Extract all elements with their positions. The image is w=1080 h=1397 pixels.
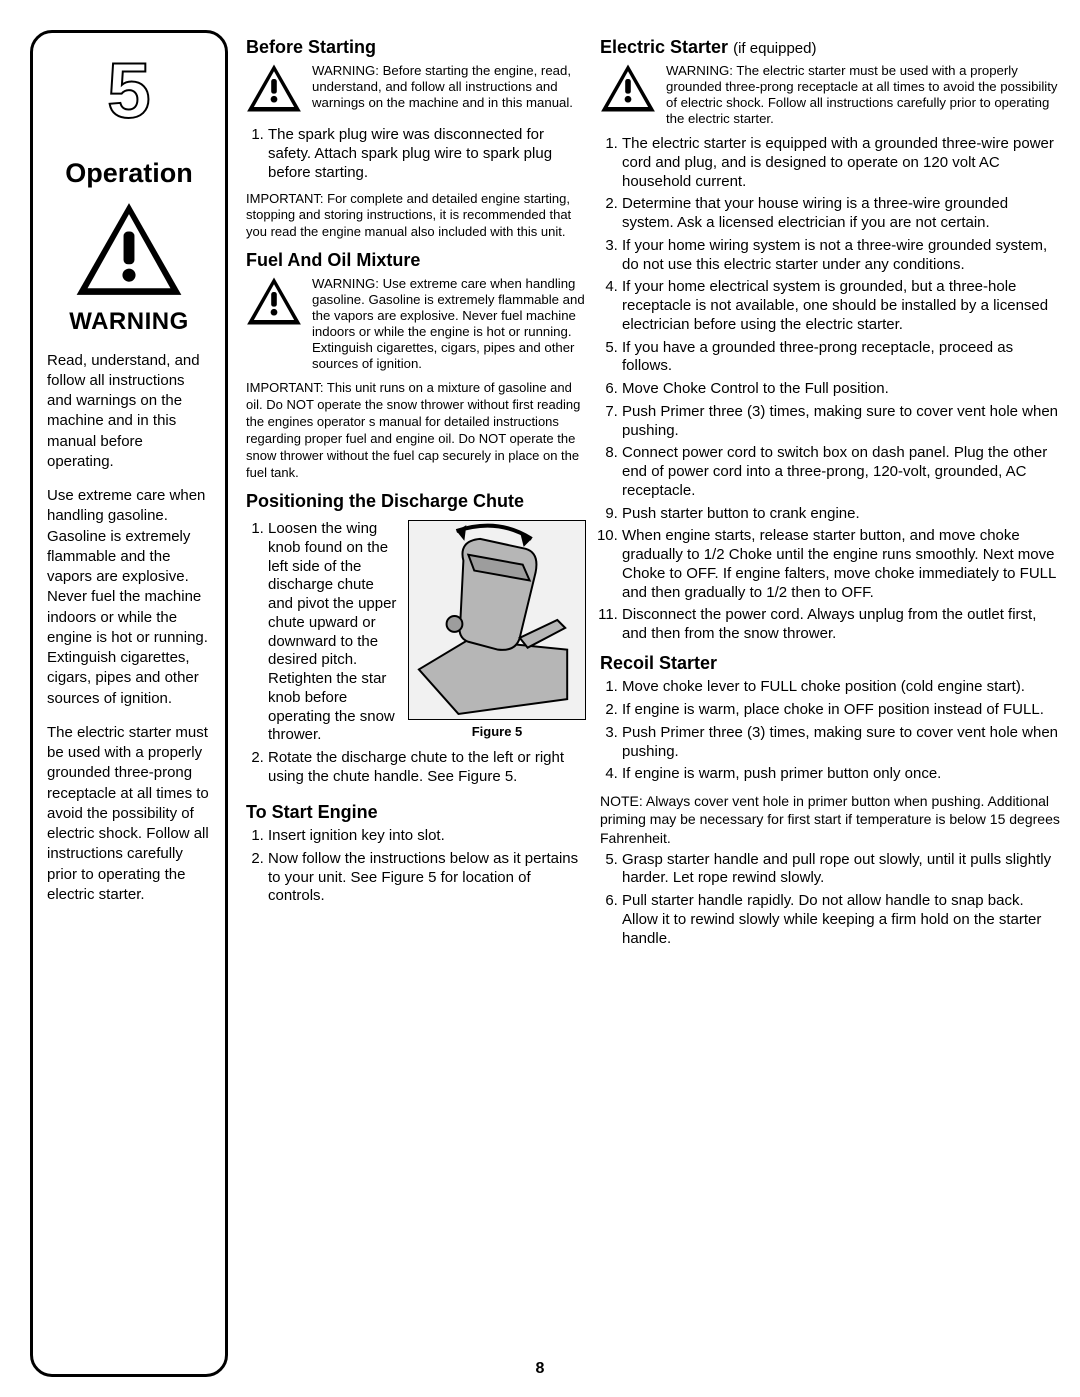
warning-triangle-icon (246, 276, 302, 373)
heading-suffix: (if equipped) (733, 40, 816, 57)
list-item: If engine is warm, push primer button on… (622, 765, 1060, 784)
heading-recoil-starter: Recoil Starter (600, 652, 1060, 675)
list-item: Grasp starter handle and pull rope out s… (622, 851, 1060, 889)
list-item: Connect power cord to switch box on dash… (622, 444, 1060, 500)
sidebar-para-2: Use extreme care when handling gasoline.… (47, 486, 211, 709)
positioning-block: Figure 5 Loosen the wing knob found on t… (246, 516, 586, 795)
heading-positioning-chute: Positioning the Discharge Chute (246, 490, 586, 513)
list-item: Pull starter handle rapidly. Do not allo… (622, 892, 1060, 948)
sidebar-para-1: Read, understand, and follow all instruc… (47, 351, 211, 473)
warning-triangle-icon (74, 201, 184, 303)
list-item: Move Choke Control to the Full position. (622, 380, 1060, 399)
important-note: IMPORTANT: For complete and detailed eng… (246, 191, 586, 242)
warning-row-electric-starter: WARNING: The electric starter must be us… (600, 63, 1060, 127)
list-item: The spark plug wire was disconnected for… (268, 126, 586, 182)
warning-triangle-icon (246, 63, 302, 119)
list-item: When engine starts, release starter butt… (622, 527, 1060, 602)
heading-text: Electric Starter (600, 37, 728, 57)
recoil-list-a: Move choke lever to FULL choke position … (600, 678, 1060, 784)
list-item: Push Primer three (3) times, making sure… (622, 724, 1060, 762)
important-note: IMPORTANT: This unit runs on a mixture o… (246, 380, 586, 481)
figure-5: Figure 5 (408, 520, 586, 740)
list-item: Disconnect the power cord. Always unplug… (622, 606, 1060, 644)
warning-text: WARNING: The electric starter must be us… (666, 63, 1060, 127)
to-start-list: Insert ignition key into slot. Now follo… (246, 827, 586, 906)
section-title: Operation (65, 157, 193, 191)
warning-text: WARNING: Use extreme care when handling … (312, 276, 586, 373)
heading-electric-starter: Electric Starter (if equipped) (600, 36, 1060, 59)
heading-to-start-engine: To Start Engine (246, 801, 586, 824)
list-item: If your home electrical system is ground… (622, 278, 1060, 334)
list-item: Rotate the discharge chute to the left o… (268, 749, 586, 787)
list-item: Push starter button to crank engine. (622, 505, 1060, 524)
recoil-note: NOTE: Always cover vent hole in primer b… (600, 792, 1060, 847)
figure-caption: Figure 5 (408, 724, 586, 740)
recoil-list-b: Grasp starter handle and pull rope out s… (600, 851, 1060, 949)
left-column: Before Starting WARNING: Before starting… (246, 30, 586, 1377)
page-number: 8 (536, 1359, 545, 1379)
figure-5-illustration (408, 520, 586, 720)
section-number: 5 (107, 51, 150, 129)
manual-page: 5 Operation WARNING Read, understand, an… (30, 30, 1060, 1377)
list-item: Push Primer three (3) times, making sure… (622, 403, 1060, 441)
warning-row-before-starting: WARNING: Before starting the engine, rea… (246, 63, 586, 119)
before-starting-list: The spark plug wire was disconnected for… (246, 126, 586, 182)
list-item: The electric starter is equipped with a … (622, 135, 1060, 191)
list-item: Now follow the instructions below as it … (268, 850, 586, 906)
heading-before-starting: Before Starting (246, 36, 586, 59)
list-item: If your home wiring system is not a thre… (622, 237, 1060, 275)
list-item: If engine is warm, place choke in OFF po… (622, 701, 1060, 720)
sidebar-warning-panel: 5 Operation WARNING Read, understand, an… (30, 30, 228, 1377)
sidebar-para-3: The electric starter must be used with a… (47, 723, 211, 905)
list-item: Determine that your house wiring is a th… (622, 195, 1060, 233)
list-item: Move choke lever to FULL choke position … (622, 678, 1060, 697)
warning-triangle-icon (600, 63, 656, 127)
warning-label: WARNING (69, 307, 189, 337)
list-item: Insert ignition key into slot. (268, 827, 586, 846)
main-content: Before Starting WARNING: Before starting… (246, 30, 1060, 1377)
warning-text: WARNING: Before starting the engine, rea… (312, 63, 586, 119)
heading-fuel-oil: Fuel And Oil Mixture (246, 249, 586, 272)
warning-row-fuel-oil: WARNING: Use extreme care when handling … (246, 276, 586, 373)
electric-starter-list: The electric starter is equipped with a … (600, 135, 1060, 644)
list-item: If you have a grounded three-prong recep… (622, 339, 1060, 377)
right-column: Electric Starter (if equipped) WARNING: … (600, 30, 1060, 1377)
